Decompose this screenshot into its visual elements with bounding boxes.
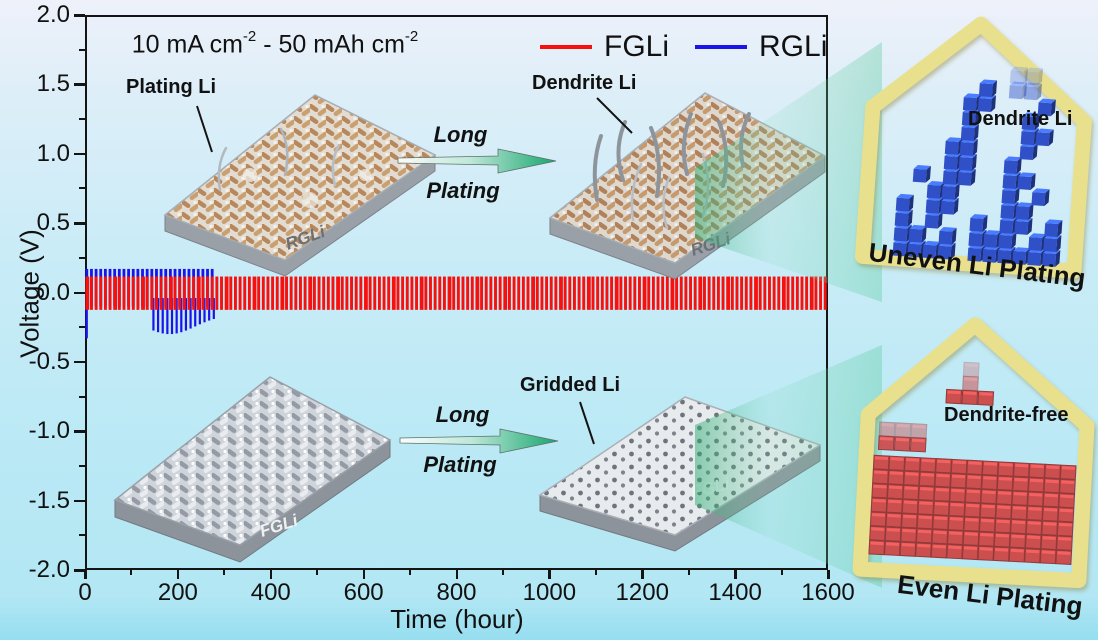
annotation-part2: - 50 mAh cm (256, 30, 405, 59)
annotation-sup1: -2 (242, 28, 257, 45)
tickmark (827, 570, 830, 579)
tickmark (74, 291, 85, 294)
ticklabel: 1.0 (36, 139, 70, 167)
tickmark (223, 570, 226, 575)
annotation-part1: 10 mA cm (131, 30, 243, 59)
tickmark (455, 570, 458, 579)
x-axis-title: Time (hour) (390, 604, 524, 634)
ticklabel: -1.5 (28, 486, 70, 514)
plate-top (113, 376, 392, 546)
tickmark (594, 570, 597, 575)
arrow-bottom-label-long: Long (435, 402, 490, 427)
legend-line-rgli (695, 44, 748, 50)
arrow-top-label-plating: Plating (426, 178, 500, 203)
tickmark (84, 570, 87, 579)
house-bottom-group (852, 317, 1095, 589)
tickmark (74, 222, 85, 225)
plate-top (163, 94, 437, 261)
tickmark (79, 118, 85, 121)
li-deposit (359, 169, 371, 181)
tickmark (548, 570, 551, 579)
tickmark (74, 152, 85, 156)
ticklabel: 1000 (522, 579, 577, 606)
ticklabel: 0 (78, 579, 92, 606)
arrow-shape (397, 148, 557, 174)
legend-label-rgli: RGLi (759, 30, 828, 63)
tickmark (79, 464, 85, 467)
legend: FGLi RGLi (540, 30, 827, 64)
house-frame (852, 317, 1095, 589)
li-deposit (302, 192, 318, 208)
li-wisp (217, 146, 228, 192)
even-brick-wall (868, 361, 1077, 565)
tickmark (79, 395, 85, 398)
ticklabel: 400 (250, 579, 291, 606)
tickmark (687, 570, 690, 575)
arrow-top-label-long: Long (433, 122, 488, 147)
tickmark (79, 326, 85, 329)
arrow-bottom-label-plating: Plating (423, 452, 497, 477)
tickmark (501, 570, 504, 575)
ticklabel: 200 (157, 579, 198, 606)
tickmark (74, 83, 85, 86)
dendrite-li-label: Dendrite Li (532, 72, 637, 94)
ticklabel: 800 (436, 579, 477, 606)
li-deposit (243, 168, 257, 182)
li-wisp (331, 143, 341, 187)
tickmark (79, 256, 85, 259)
tickmark (780, 570, 783, 575)
panel-top-inner-label: Dendrite Li (968, 108, 1073, 130)
even-plating-panel (852, 317, 1095, 589)
legend-line-fgli (540, 44, 592, 50)
tickmark (74, 569, 85, 572)
plating-li-label: Plating Li (126, 76, 216, 98)
annotation-sup2: -2 (404, 28, 419, 45)
ticklabel: 0.0 (36, 278, 70, 306)
rgli-mesh-plating-illustration: RGLi (163, 94, 437, 277)
tickmark (316, 570, 319, 575)
ticklabel: -2.0 (28, 556, 70, 583)
tickmark (641, 570, 644, 579)
test-condition-annotation: 10 mA cm-2 - 50 mAh cm-2 (120, 28, 430, 59)
tickmark (74, 14, 85, 17)
gridded-li-label: Gridded Li (520, 374, 620, 396)
fgli-gridded-plate-illustration: FGLi (538, 396, 822, 552)
rgli-mesh-dendrite-illustration: RGLi (548, 92, 827, 280)
ticklabel: 0.5 (36, 209, 70, 237)
ticklabel: 1200 (615, 579, 669, 606)
tickmark (362, 570, 366, 579)
ticklabel: -0.5 (28, 347, 70, 375)
long-plating-arrow-top (397, 148, 557, 174)
ticklabel: -1.0 (28, 417, 70, 445)
tickmark (79, 48, 85, 51)
ticklabel: 1600 (801, 579, 855, 606)
tickmark (269, 570, 273, 579)
tickmark (176, 570, 180, 579)
ticklabel: 1400 (708, 579, 762, 606)
arrow-shape (399, 428, 559, 454)
tickmark (79, 187, 85, 190)
uneven-plating-panel (854, 16, 1092, 279)
tickmark (74, 499, 85, 503)
fgli-plate-illustration: FGLi (113, 376, 392, 563)
house-frame (854, 16, 1092, 279)
tickmark (74, 360, 85, 364)
ticklabel: 2.0 (36, 1, 70, 28)
tickmark (79, 534, 85, 537)
li-wisp (279, 127, 289, 177)
ticklabel: 600 (343, 579, 384, 606)
house-top-group (854, 16, 1092, 279)
dendrite-cubes (892, 66, 1063, 267)
tickmark (74, 430, 85, 433)
legend-label-fgli: FGLi (604, 30, 670, 63)
long-plating-arrow-bottom (399, 428, 559, 454)
tickmark (130, 570, 133, 575)
ticklabel: 1.5 (36, 70, 70, 98)
panel-bottom-inner-label: Dendrite-free (944, 404, 1069, 426)
tickmark (409, 570, 412, 575)
tickmark (734, 570, 737, 579)
